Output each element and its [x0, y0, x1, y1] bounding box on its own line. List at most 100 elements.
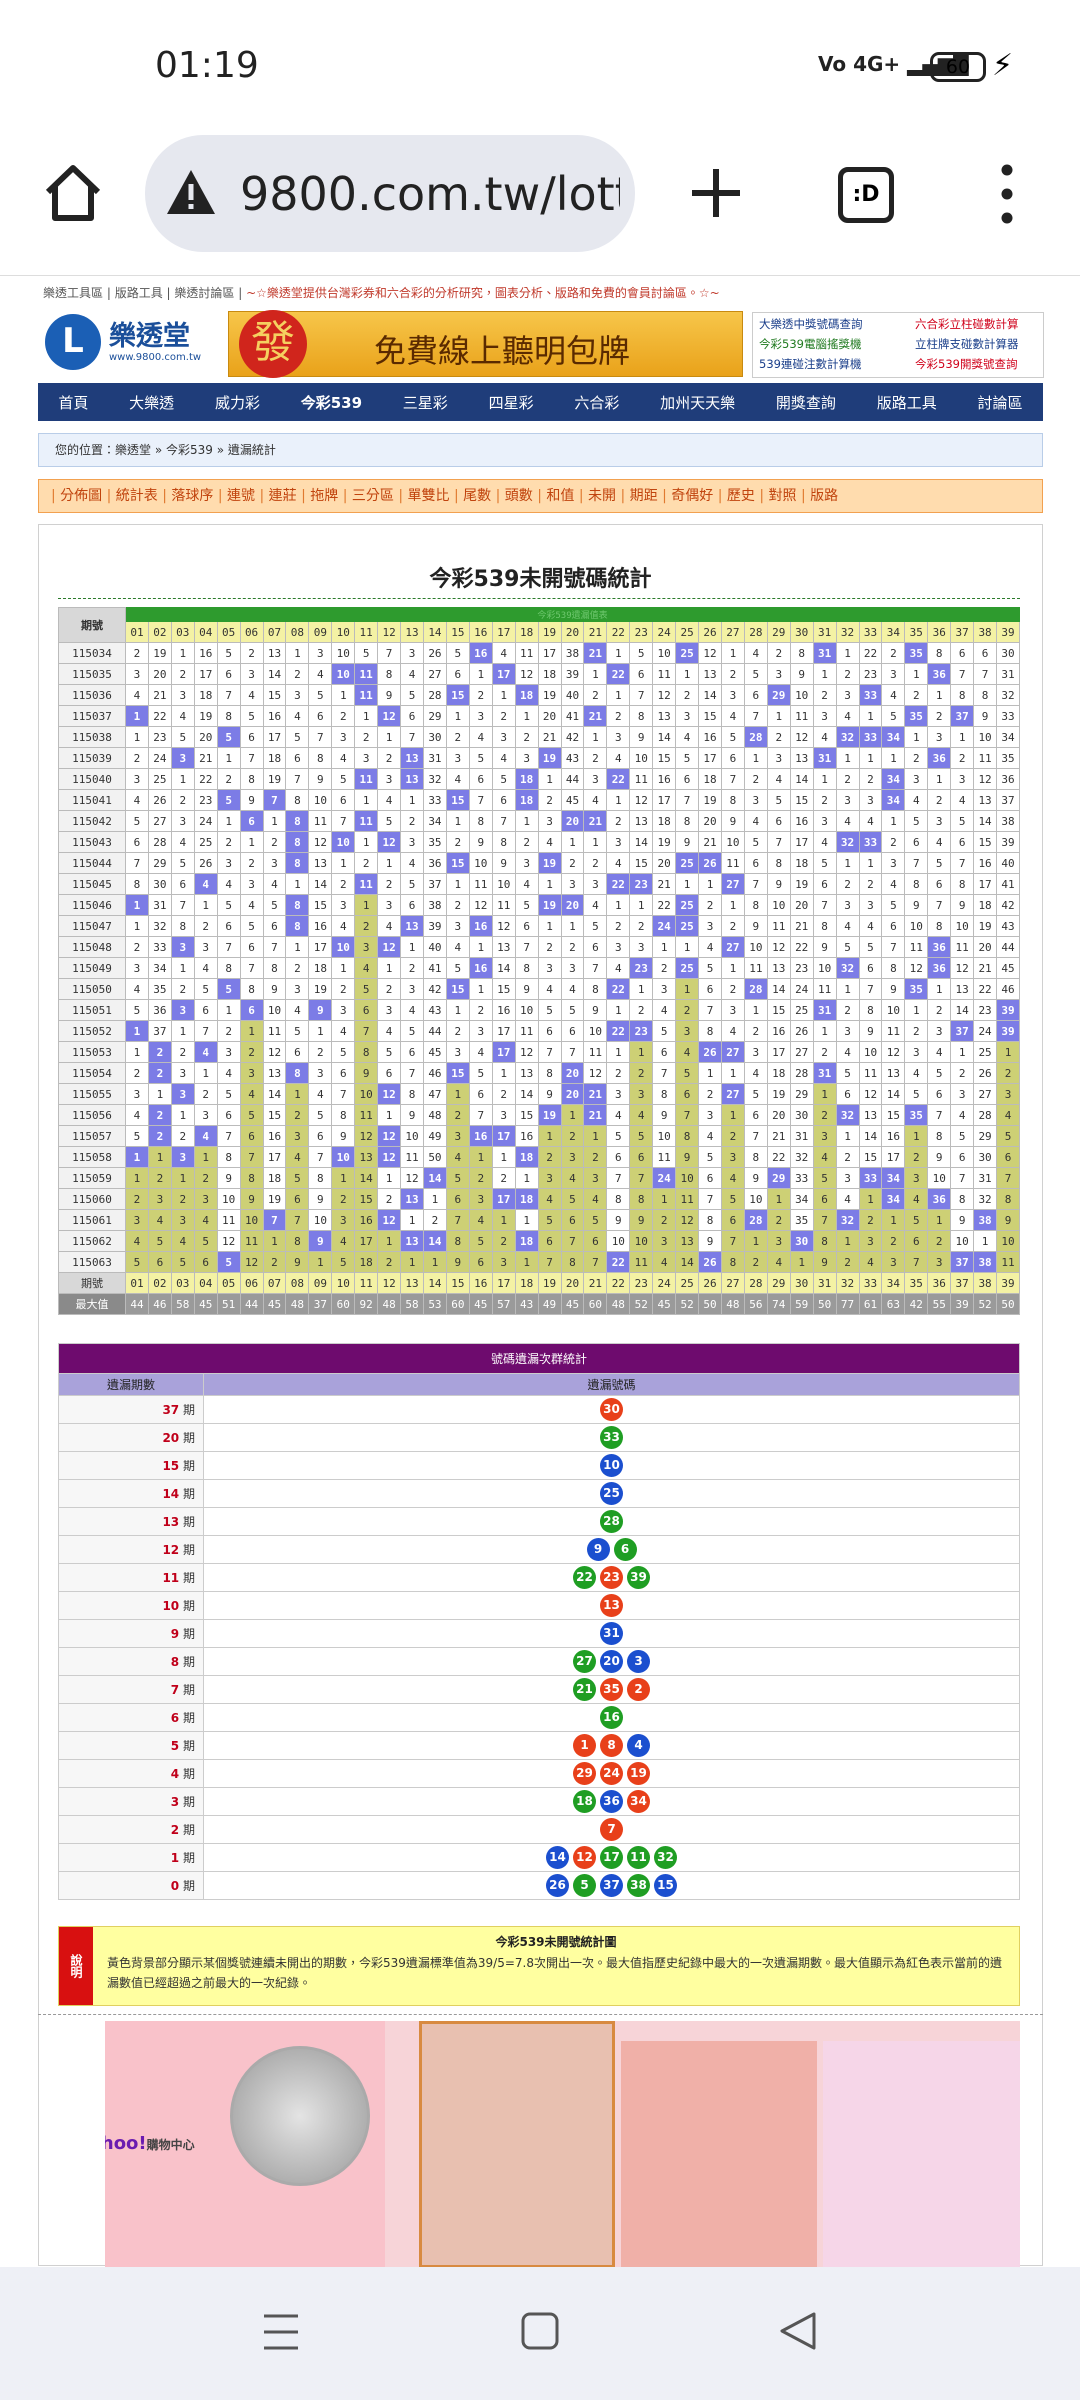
side-link[interactable]: 今彩539開獎號查詢 [915, 357, 1018, 371]
sub-nav-link[interactable]: 分佈圖 [60, 488, 103, 504]
sub-nav-link[interactable]: 歷史 [726, 488, 755, 504]
miss-cell: 26 [789, 1020, 814, 1042]
url-bar[interactable]: 9800.com.tw/lott [145, 135, 635, 252]
group-row: 1 期 14 12 17 11 32 [58, 1843, 1020, 1872]
sub-nav-link[interactable]: 頭數 [504, 488, 533, 504]
miss-cell: 1 [629, 978, 654, 1000]
banner[interactable]: 發 免費線上聽明包牌 [228, 310, 743, 378]
sub-nav-link[interactable]: 未開 [588, 488, 617, 504]
miss-cell: 6 [239, 726, 264, 748]
hit-cell: 8 [285, 1062, 310, 1084]
nav-link[interactable]: 四星彩 [488, 393, 534, 412]
hit-cell: 2 [147, 1104, 172, 1126]
miss-cell: 3 [537, 957, 562, 979]
period-cell: 115047 [58, 915, 126, 937]
miss-cell: 2 [629, 1062, 654, 1084]
miss-cell: 2 [354, 726, 379, 748]
miss-cell: 8 [720, 1251, 745, 1273]
top-link[interactable]: 樂透工具區 [43, 286, 104, 300]
top-link[interactable]: 版路工具 [114, 286, 163, 300]
miss-cell: 12 [904, 957, 929, 979]
miss-cell: 1 [331, 1167, 356, 1189]
tab-switcher[interactable]: :D [838, 167, 894, 223]
miss-cell: 5 [170, 852, 195, 874]
miss-cell: 1 [835, 852, 860, 874]
miss-unit: 期 [182, 1795, 195, 1809]
nav-link[interactable]: 六合彩 [574, 393, 620, 412]
side-link[interactable]: 立柱牌支碰數計算器 [915, 337, 1019, 351]
miss-cell: 3 [491, 726, 516, 748]
miss-cell: 4 [606, 852, 631, 874]
hit-cell: 18 [514, 789, 539, 811]
nav-link[interactable]: 開獎查詢 [775, 393, 836, 412]
miss-cell: 7 [583, 957, 608, 979]
max-cell: 58 [170, 1293, 195, 1315]
home-button[interactable] [40, 160, 106, 226]
miss-cell: 21 [147, 684, 172, 706]
ad-banner[interactable]: yahoo!購物中心 [105, 2021, 1020, 2267]
breadcrumb-item[interactable]: 今彩539 [166, 443, 213, 457]
miss-cell: 7 [377, 642, 402, 664]
sub-nav-link[interactable]: 版路 [810, 488, 839, 504]
sub-nav-link[interactable]: 單雙比 [407, 488, 450, 504]
miss-cell: 19 [973, 915, 998, 937]
miss-cell: 8 [652, 1083, 677, 1105]
miss-unit: 期 [182, 1655, 195, 1669]
nav-link[interactable]: 大樂透 [129, 393, 175, 412]
battery: 60 [930, 52, 986, 82]
number-header: 17 [491, 621, 516, 643]
sub-nav-link[interactable]: 連號 [227, 488, 256, 504]
grid-body: 期號 今彩539遺漏值表 01 02 03 04 05 06 07 08 09 10 11 12 13 14 1… [58, 607, 1020, 1315]
side-link[interactable]: 539連碰注數計算機 [759, 357, 862, 371]
top-link[interactable]: 樂透討論區 [174, 286, 235, 300]
recents-button[interactable] [262, 2312, 300, 2352]
miss-cell: 3 [743, 1041, 768, 1063]
miss-cell: 2 [308, 1041, 333, 1063]
side-link[interactable]: 大樂透中獎號碼查詢 [759, 317, 863, 331]
sub-nav-link[interactable]: 連莊 [268, 488, 297, 504]
sub-nav-link[interactable]: 和值 [546, 488, 575, 504]
nav-link[interactable]: 加州天天樂 [660, 393, 736, 412]
new-tab-button[interactable] [688, 165, 744, 221]
number-header: 37 [950, 621, 975, 643]
nav-link[interactable]: 討論區 [977, 393, 1023, 412]
miss-cell: 3 [514, 852, 539, 874]
miss-cell: 19 [652, 831, 677, 853]
nav-link[interactable]: 三星彩 [402, 393, 448, 412]
sub-nav-link[interactable]: 期距 [629, 488, 658, 504]
sub-nav-link[interactable]: 落球序 [171, 488, 214, 504]
nav-link[interactable]: 今彩539 [300, 393, 363, 412]
sub-nav-link[interactable]: 奇偶好 [671, 488, 714, 504]
nav-link[interactable]: 版路工具 [876, 393, 937, 412]
miss-cell: 7 [927, 894, 952, 916]
back-button[interactable] [778, 2311, 818, 2351]
logo[interactable]: L 樂透堂 www.9800.com.tw [45, 312, 220, 374]
breadcrumb-item[interactable]: 樂透堂 [115, 443, 152, 457]
nav-link[interactable]: 首頁 [58, 393, 89, 412]
sub-nav-link[interactable]: 對照 [768, 488, 797, 504]
miss-cell: 1 [400, 936, 424, 958]
miss-cell: 16 [514, 1125, 539, 1147]
home-nav-button[interactable] [520, 2311, 560, 2351]
hit-cell: 3 [170, 1083, 195, 1105]
sub-nav-link[interactable]: 拖牌 [310, 488, 339, 504]
miss-cell: 2 [354, 852, 379, 874]
miss-cell: 4 [147, 1209, 172, 1231]
miss-cell: 13 [652, 705, 677, 727]
sub-nav-link[interactable]: 尾數 [463, 488, 492, 504]
side-link[interactable]: 六合彩立柱碰數計算 [915, 317, 1019, 331]
nav-link[interactable]: 威力彩 [214, 393, 260, 412]
menu-button[interactable] [995, 162, 1019, 226]
miss-cell: 1 [170, 1167, 195, 1189]
miss-cell: 20 [766, 1104, 791, 1126]
miss-cell: 29 [789, 1083, 814, 1105]
miss-cell: 3 [354, 747, 379, 769]
number-header: 04 [193, 1272, 218, 1294]
number-ball: 22 [573, 1566, 596, 1589]
miss-cell: 7 [812, 894, 837, 916]
side-link[interactable]: 今彩539電腦搖獎機 [759, 337, 862, 351]
sub-nav-link[interactable]: 統計表 [115, 488, 158, 504]
miss-cell: 28 [973, 1104, 998, 1126]
miss-cell: 4 [514, 873, 539, 895]
sub-nav-link[interactable]: 三分區 [351, 488, 394, 504]
